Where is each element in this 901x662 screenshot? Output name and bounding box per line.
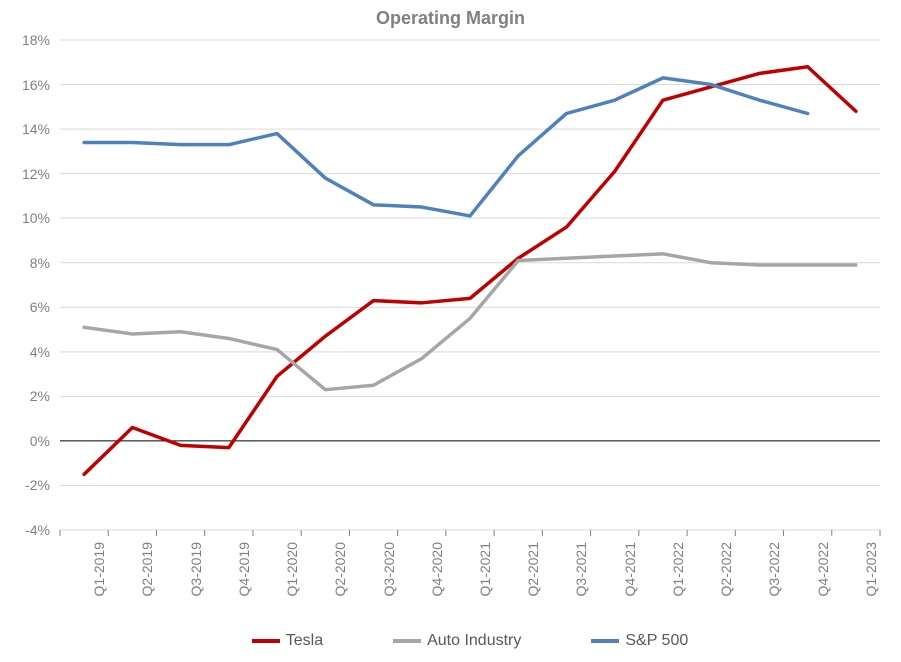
legend-swatch <box>591 639 619 643</box>
legend-item-tesla: Tesla <box>252 632 323 650</box>
legend-label: Auto Industry <box>427 632 521 650</box>
legend-swatch <box>393 639 421 643</box>
y-tick-label: 10% <box>0 210 50 226</box>
plot-area <box>60 40 880 530</box>
legend-item-auto-industry: Auto Industry <box>393 632 521 650</box>
legend: Tesla Auto Industry S&P 500 <box>60 632 880 650</box>
y-tick-label: 14% <box>0 121 50 137</box>
plot-svg <box>60 40 880 530</box>
y-tick-label: 18% <box>0 32 50 48</box>
legend-label: S&P 500 <box>625 632 688 650</box>
y-tick-label: 16% <box>0 77 50 93</box>
series-line-s-p-500 <box>84 78 808 216</box>
y-tick-label: 6% <box>0 299 50 315</box>
y-tick-label: 0% <box>0 433 50 449</box>
chart-title: Operating Margin <box>0 8 901 29</box>
y-tick-label: 8% <box>0 255 50 271</box>
series-line-tesla <box>84 67 856 475</box>
y-tick-label: 2% <box>0 388 50 404</box>
y-tick-label: -4% <box>0 522 50 538</box>
legend-label: Tesla <box>286 632 323 650</box>
y-tick-label: -2% <box>0 477 50 493</box>
y-tick-label: 4% <box>0 344 50 360</box>
y-tick-label: 12% <box>0 166 50 182</box>
legend-swatch <box>252 639 280 643</box>
legend-item-s-p-500: S&P 500 <box>591 632 688 650</box>
series-line-auto-industry <box>84 254 856 390</box>
operating-margin-chart: Operating Margin -4% -2% 0% 2% 4% 6% 8% 10% 12% 1… <box>0 0 901 662</box>
